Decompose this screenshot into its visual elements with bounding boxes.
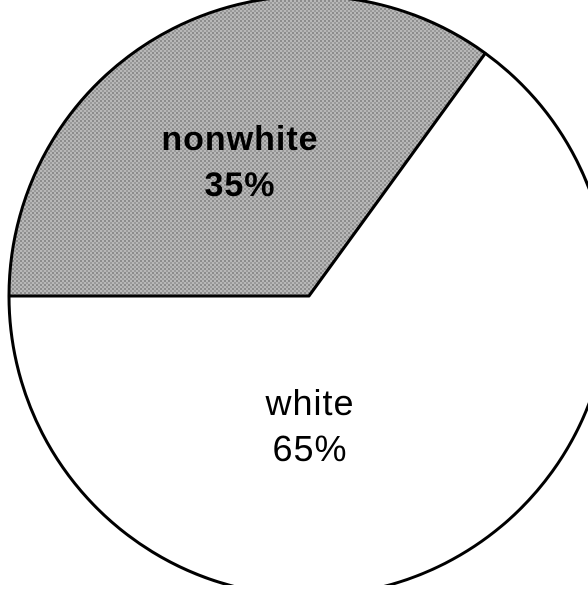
slice-label-white: white — [264, 382, 354, 423]
pie-slice-nonwhite — [7, 0, 487, 298]
slice-value-white: 65% — [272, 428, 347, 469]
pie-slice-white — [7, 51, 588, 590]
slice-value-nonwhite: 35% — [204, 166, 275, 204]
labels-layer: nonwhite 35% white 65% — [161, 120, 354, 469]
slice-label-nonwhite: nonwhite — [161, 120, 318, 158]
slices-layer — [7, 0, 588, 590]
